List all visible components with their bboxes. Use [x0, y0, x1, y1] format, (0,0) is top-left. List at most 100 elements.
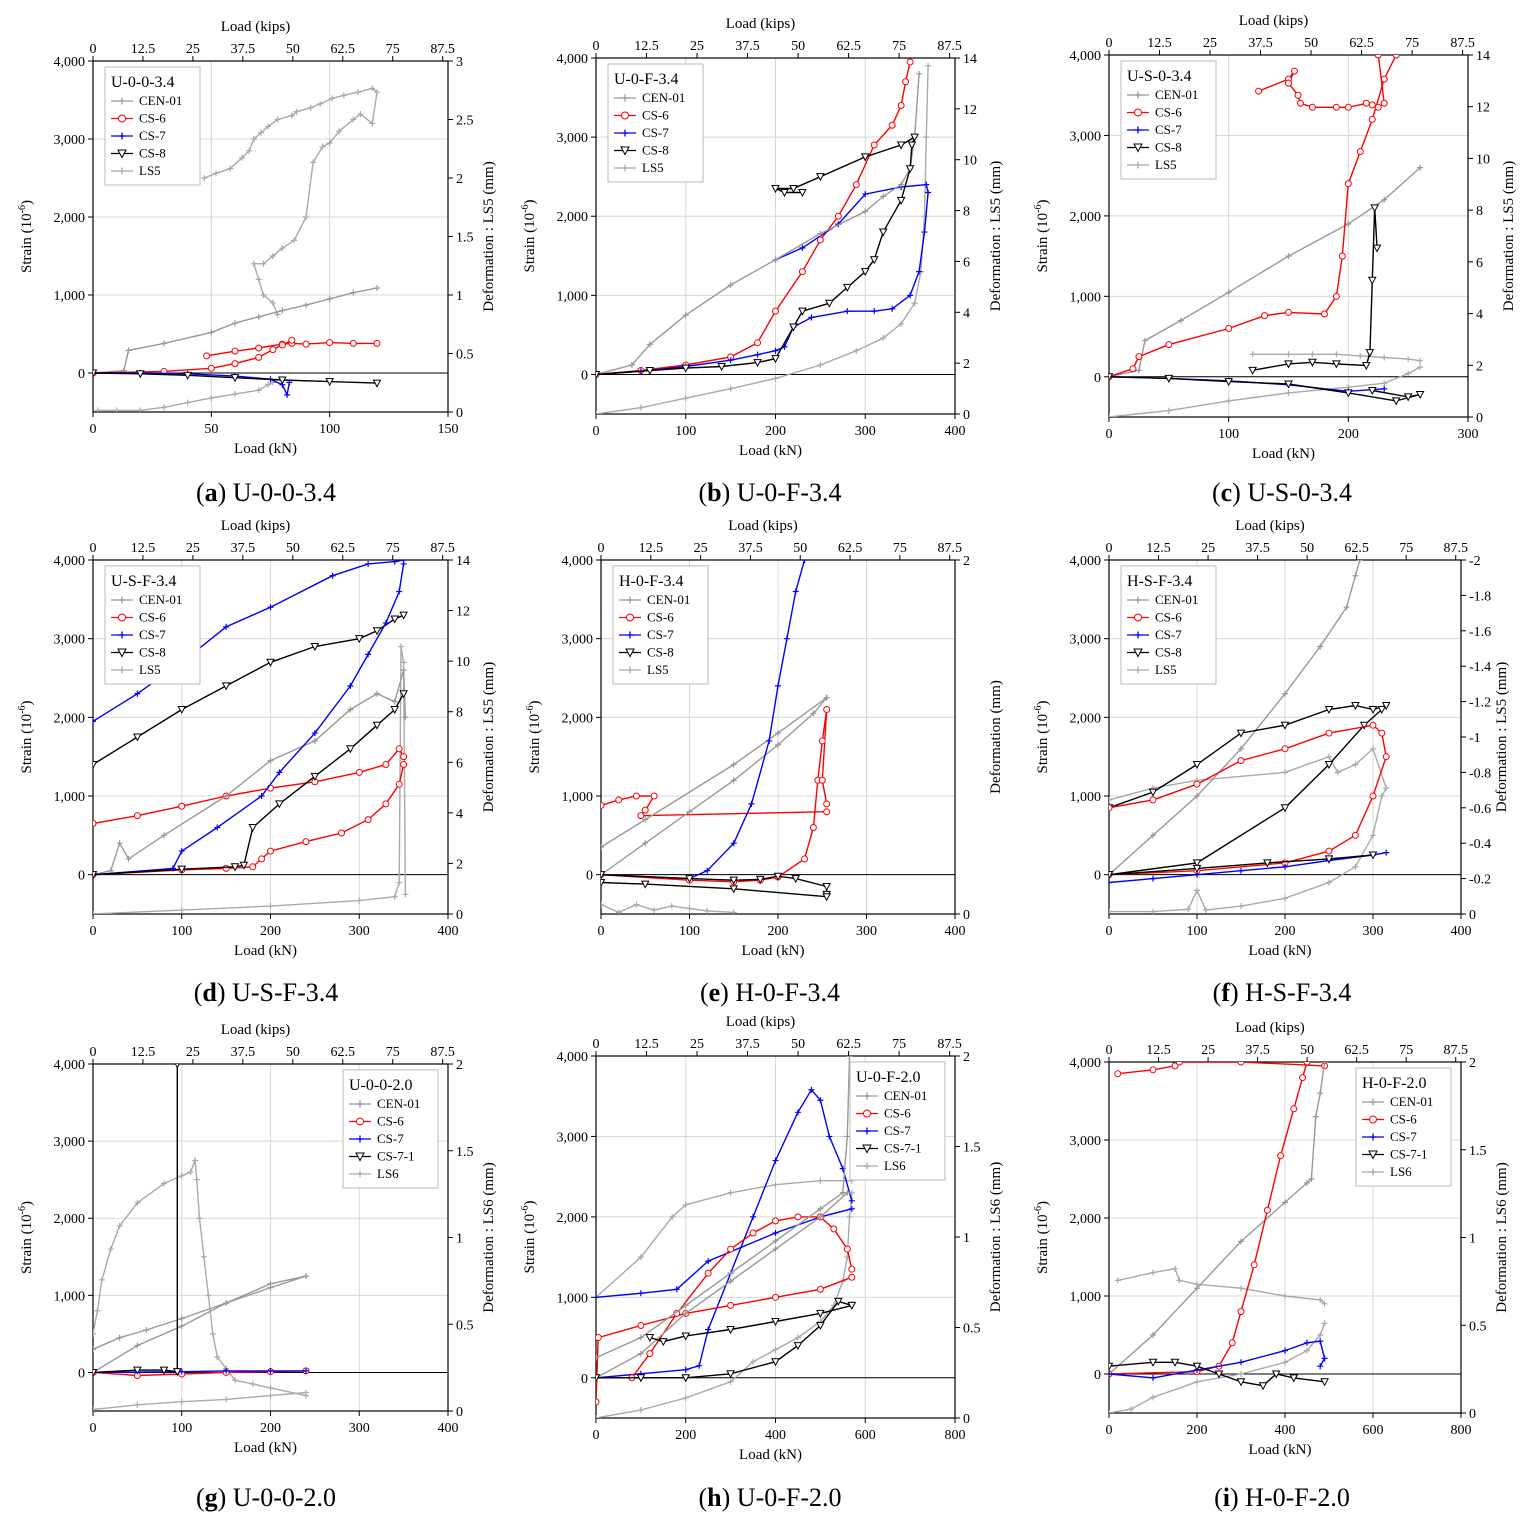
data-point [231, 360, 239, 368]
x-tick-label: 0 [598, 924, 605, 939]
data-point [205, 1292, 212, 1299]
data-point [178, 848, 185, 855]
x-tick-label: 600 [1363, 1423, 1384, 1438]
legend-label: CS-8 [139, 146, 166, 161]
data-point [726, 1370, 735, 1379]
data-point [727, 1245, 735, 1253]
x-axis-label: Load (kN) [739, 1447, 802, 1463]
data-point [1148, 788, 1158, 797]
data-point [1282, 690, 1288, 697]
data-point [705, 1258, 712, 1265]
data-point [1238, 745, 1244, 752]
y2-tick-label: 4 [963, 306, 970, 321]
data-point [1150, 1269, 1156, 1276]
y-tick-label: 3,000 [562, 633, 594, 648]
data-point [319, 143, 326, 150]
data-point [135, 370, 145, 379]
data-point [628, 361, 635, 368]
y2-tick-label: -2 [1469, 554, 1481, 569]
data-point [178, 907, 185, 914]
data-point [391, 893, 398, 900]
x-tick-label: 100 [319, 422, 340, 437]
y-tick-label: 1,000 [1070, 790, 1102, 805]
data-point [870, 141, 878, 149]
data-point [1280, 804, 1290, 813]
data-point [823, 808, 831, 816]
data-point [1417, 164, 1424, 171]
data-point [349, 339, 357, 347]
data-point [681, 1374, 691, 1383]
data-point [267, 847, 274, 855]
caption-c: (c) U-S-0-3.4 [1211, 478, 1353, 507]
data-point [658, 1338, 668, 1347]
series-CS-8-b [1252, 207, 1378, 371]
data-point [1225, 289, 1232, 296]
caption-a: (a) U-0-0-3.4 [195, 478, 337, 507]
y2-tick-label: 6 [1476, 256, 1483, 271]
data-point [727, 282, 734, 289]
series-CEN-01-b [601, 697, 828, 848]
x2-tick-label: 87.5 [1450, 36, 1475, 51]
x2-axis-label: Load (kips) [726, 16, 796, 32]
data-point [637, 812, 645, 820]
data-point [1377, 705, 1387, 715]
data-point [817, 1205, 824, 1212]
y-tick-label: 4,000 [54, 1058, 86, 1073]
data-point [1109, 373, 1114, 382]
legend-marker [625, 648, 635, 658]
data-point [1367, 386, 1377, 396]
data-point [847, 1301, 857, 1310]
data-point [346, 745, 355, 754]
data-point [792, 588, 799, 595]
y-tick-label: 4,000 [1070, 554, 1102, 569]
legend-label: CS-7 [1155, 627, 1182, 642]
legend-marker [863, 1109, 871, 1118]
data-point [729, 885, 739, 894]
data-point [682, 1310, 689, 1317]
data-point [302, 340, 310, 348]
data-point [727, 357, 734, 364]
y2-tick-label: 8 [456, 706, 463, 721]
x-axis-label: Load (kN) [739, 443, 802, 459]
legend: H-0-F-2.0 CEN-01 CS-6 CS-7 CS-7-1 LS6 [1355, 1067, 1452, 1187]
y-tick-label: 2,000 [54, 211, 86, 226]
y-tick-label: 4,000 [562, 554, 594, 569]
data-point [1324, 761, 1334, 770]
data-point [772, 307, 779, 315]
x-tick-label: 400 [945, 924, 966, 939]
data-point [1321, 1062, 1328, 1065]
y-tick-label: 1,000 [1070, 290, 1102, 305]
data-point [1321, 1355, 1328, 1362]
data-point [1282, 895, 1288, 902]
data-point [267, 1280, 274, 1287]
data-point [1176, 1277, 1183, 1284]
data-point [336, 128, 343, 135]
data-point [159, 1366, 169, 1375]
data-point [184, 399, 191, 406]
data-point [267, 1384, 274, 1391]
series-CS-7 [596, 183, 929, 376]
data-point [1109, 804, 1113, 812]
data-point [94, 407, 101, 412]
data-point [869, 256, 879, 265]
data-point [818, 737, 826, 745]
legend-label: CS-7 [1390, 1129, 1417, 1144]
y2-tick-label: 2 [456, 172, 463, 187]
x2-tick-label: 87.5 [937, 1037, 962, 1052]
data-point [1192, 1362, 1202, 1371]
legend-title: U-S-F-3.4 [111, 573, 176, 590]
data-point [1374, 55, 1382, 59]
x2-tick-label: 75 [1399, 1043, 1413, 1058]
x2-tick-label: 37.5 [1248, 36, 1273, 51]
legend-title: U-0-0-2.0 [349, 1077, 413, 1094]
data-point [754, 351, 761, 358]
data-point [255, 313, 262, 320]
data-point [772, 1229, 779, 1236]
data-point [1304, 1347, 1310, 1354]
data-point [822, 882, 832, 892]
legend-label: CEN-01 [884, 1088, 927, 1103]
data-point [1343, 604, 1350, 611]
data-point [134, 690, 141, 697]
data-point [772, 375, 779, 382]
x2-tick-label: 62.5 [331, 42, 356, 57]
